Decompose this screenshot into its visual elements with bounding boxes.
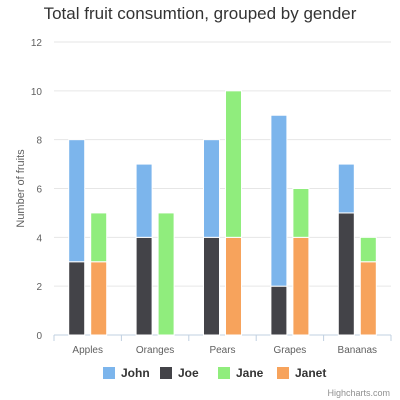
legend-label-john: John (121, 366, 150, 380)
y-tick-label: 0 (36, 331, 42, 342)
bar-joe (337, 212, 355, 336)
x-tick-label: Grapes (274, 345, 307, 356)
legend-swatch-janet (277, 367, 289, 379)
bar-john (135, 163, 153, 238)
bar-john (203, 139, 220, 238)
y-tick-label: 4 (36, 233, 42, 244)
legend-swatch-john (103, 367, 115, 379)
bar-john (270, 114, 288, 287)
y-tick-label: 8 (36, 136, 42, 147)
bar-janet (359, 261, 377, 336)
x-tick-label: Bananas (338, 345, 377, 356)
bar-jane (292, 188, 310, 238)
bar-joe (270, 285, 288, 336)
bar-joe (68, 261, 86, 336)
credits-link[interactable]: Highcharts.com (327, 388, 390, 398)
chart-title: Total fruit consumtion, grouped by gende… (43, 4, 357, 23)
bar-john (68, 139, 86, 263)
bar-janet (90, 261, 108, 336)
legend-swatch-joe (160, 367, 172, 379)
legend-label-jane: Jane (236, 366, 264, 380)
legend-swatch-jane (218, 367, 230, 379)
y-tick-label: 6 (36, 185, 42, 196)
bar-janet (292, 236, 310, 336)
y-tick-label: 2 (36, 282, 42, 293)
bar-janet (225, 236, 242, 336)
x-tick-label: Pears (209, 345, 235, 356)
y-axis-title: Number of fruits (15, 149, 27, 228)
y-tick-label: 10 (31, 87, 43, 98)
x-tick-label: Apples (72, 345, 103, 356)
bar-jane (90, 212, 108, 263)
bar-john (337, 163, 355, 214)
bar-jane (225, 90, 242, 238)
y-tick-label: 12 (31, 38, 43, 49)
legend-label-joe: Joe (178, 366, 199, 380)
bar-joe (135, 236, 153, 336)
legend-label-janet: Janet (295, 366, 326, 380)
x-tick-label: Oranges (136, 345, 174, 356)
bar-joe (203, 236, 220, 336)
bar-jane (359, 236, 377, 263)
bar-jane (157, 212, 175, 336)
